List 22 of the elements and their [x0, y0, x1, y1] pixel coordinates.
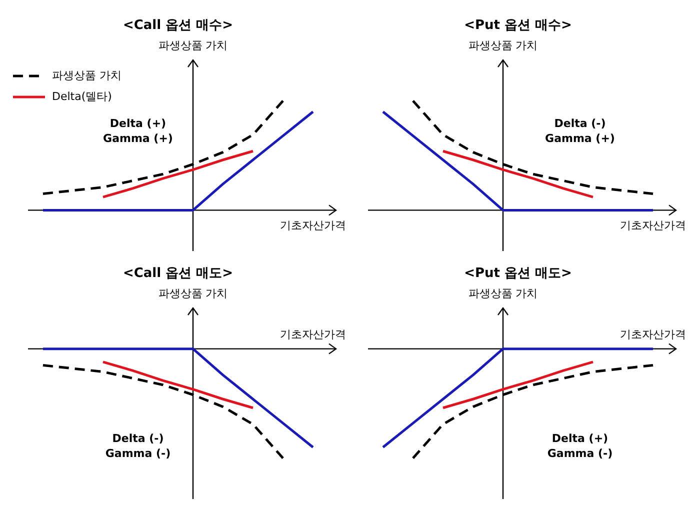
chart-title: <Put 옵션 매도>: [463, 265, 573, 282]
y-axis-title: 파생상품 가치: [157, 286, 229, 301]
annotation: Gamma (+): [102, 131, 174, 146]
annotation: Gamma (-): [104, 446, 172, 461]
chart-title: <Call 옵션 매수>: [122, 17, 234, 34]
chart-title: <Put 옵션 매수>: [463, 17, 573, 34]
x-axis-title: 기초자산가격: [620, 218, 686, 234]
annotation: Gamma (+): [544, 131, 616, 146]
legend-label: Delta(델타): [52, 89, 112, 104]
annotation: Gamma (-): [546, 446, 614, 461]
x-axis-title: 기초자산가격: [280, 218, 346, 234]
y-axis-title: 파생상품 가치: [157, 38, 229, 53]
annotation: Delta (-): [111, 431, 165, 446]
annotation: Delta (+): [550, 431, 610, 446]
chart-title: <Call 옵션 매도>: [122, 265, 234, 282]
legend-label: 파생상품 가치: [52, 68, 122, 83]
annotation: Delta (-): [553, 116, 607, 131]
annotation: Delta (+): [108, 116, 168, 131]
y-axis-title: 파생상품 가치: [467, 38, 539, 53]
x-axis-title: 기초자산가격: [280, 326, 346, 342]
y-axis-title: 파생상품 가치: [467, 286, 539, 301]
x-axis-title: 기초자산가격: [620, 326, 686, 342]
